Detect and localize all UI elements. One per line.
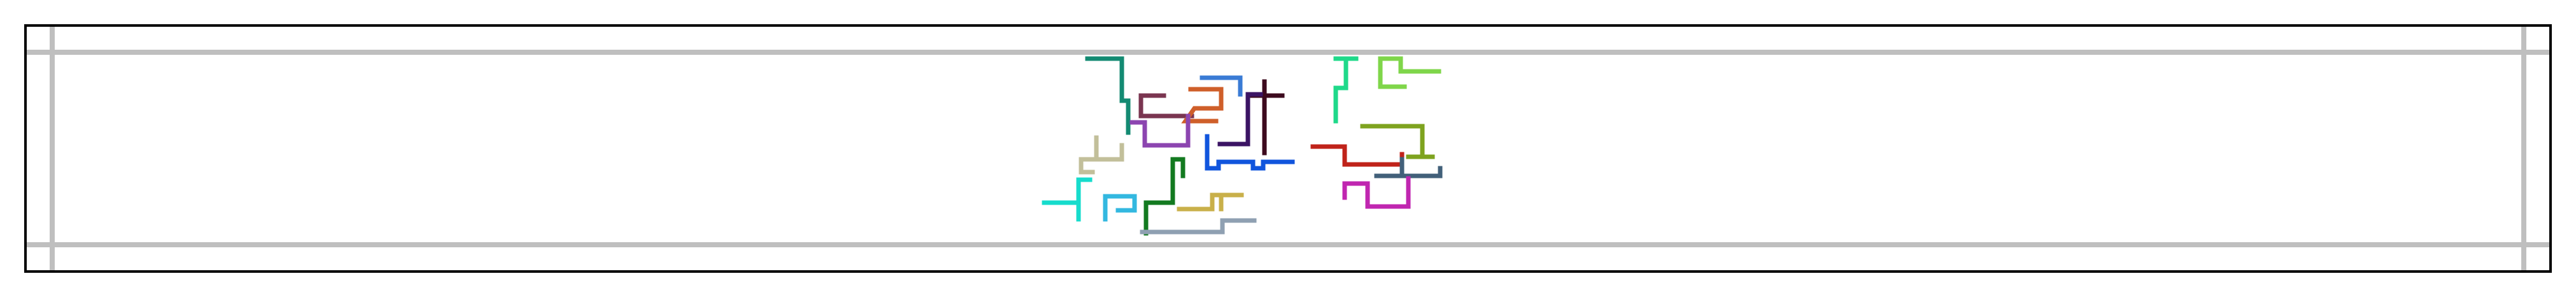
trace-blue	[1200, 75, 1243, 97]
trace-red	[1310, 144, 1405, 167]
trace-skyblue	[1103, 194, 1137, 222]
trace-steel	[1140, 218, 1257, 235]
trace-indigo	[1217, 92, 1263, 147]
trace-royalblue	[1205, 134, 1295, 171]
trace-green	[1143, 157, 1185, 236]
trace-mint	[1333, 56, 1359, 124]
trace-slate	[1374, 157, 1443, 178]
trace-aqua	[1042, 177, 1093, 222]
trace-orange	[1181, 87, 1224, 124]
trace-gold	[1177, 192, 1244, 212]
trace-khaki	[1079, 135, 1124, 175]
guide-lines	[25, 25, 2551, 272]
trace-magenta	[1342, 176, 1411, 209]
trace-lime	[1378, 56, 1441, 89]
trace-olive	[1360, 124, 1435, 159]
trace-plum	[1138, 93, 1194, 119]
outer-frame	[24, 24, 2552, 273]
trace-teal	[1085, 56, 1131, 135]
trace-purple	[1129, 113, 1191, 148]
trace-layer	[1042, 56, 1443, 236]
